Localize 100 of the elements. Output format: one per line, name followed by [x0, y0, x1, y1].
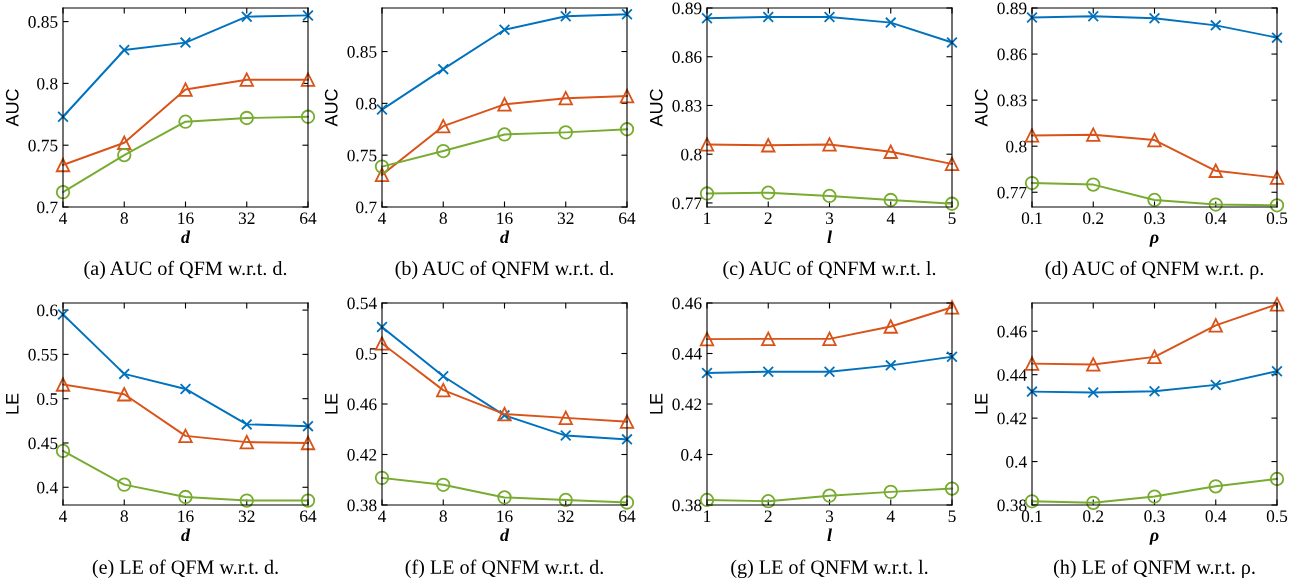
point — [944, 300, 960, 315]
point — [1086, 127, 1101, 142]
point — [699, 331, 715, 347]
point — [1087, 386, 1100, 399]
point — [376, 321, 388, 333]
point — [822, 137, 837, 152]
text: (f) LE of QNFM w.r.t. d. — [405, 559, 603, 579]
y-tick-label: 0.44 — [997, 369, 1027, 381]
text: (d) AUC of QNFM w.r.t. ρ. — [1045, 260, 1263, 280]
y-tick-label: 0.42 — [672, 398, 702, 411]
x-tick-label: 3 — [825, 510, 834, 523]
x-tick-label: 0.4 — [1205, 212, 1227, 225]
point — [436, 477, 451, 492]
y-tick-label: 0.75 — [28, 139, 58, 152]
point — [436, 119, 451, 134]
point — [944, 156, 960, 172]
y-axis-title: AUC — [5, 89, 19, 127]
x-tick-label: 32 — [238, 510, 255, 523]
point — [1147, 349, 1162, 365]
point — [497, 490, 512, 505]
point — [762, 11, 775, 23]
text: (b) AUC of QNFM w.r.t. d. — [395, 260, 614, 280]
point — [619, 122, 635, 137]
text: (g) LE of QNFM w.r.t. l. — [731, 559, 928, 579]
point — [701, 12, 713, 25]
point — [55, 185, 71, 200]
y-tick-label: 0.8 — [681, 148, 702, 161]
point — [1209, 19, 1222, 32]
y-tick-label: 0.5 — [37, 393, 58, 405]
y-tick-label: 0.42 — [997, 412, 1027, 425]
point — [559, 10, 572, 23]
point — [240, 10, 253, 23]
y-axis-title: LE — [650, 393, 663, 414]
point — [1026, 385, 1038, 398]
text: (e) LE of QFM w.r.t. d. — [92, 559, 278, 579]
point — [1026, 11, 1038, 24]
x-tick-label: 5 — [948, 212, 956, 225]
point — [884, 16, 897, 29]
x-tick-label: 0.3 — [1144, 212, 1165, 225]
point — [436, 382, 451, 398]
x-tick-label: 4 — [378, 212, 387, 224]
x-tick-label: 8 — [120, 510, 128, 523]
point — [1087, 10, 1100, 23]
point — [1148, 12, 1161, 25]
point — [497, 97, 512, 112]
point — [1086, 177, 1101, 192]
point — [57, 111, 69, 123]
y-tick-label: 0.42 — [347, 448, 377, 461]
point — [822, 331, 837, 347]
y-tick-label: 0.8 — [356, 97, 377, 110]
x-axis-title: d — [500, 528, 510, 542]
y-tick-label: 0.38 — [997, 499, 1027, 512]
x-tick-label: 8 — [439, 510, 447, 523]
y-axis-title: LE — [325, 393, 338, 414]
x-tick-label: 64 — [619, 212, 636, 225]
point — [437, 370, 450, 382]
x-tick-label: 0.5 — [1266, 510, 1288, 523]
point — [179, 36, 192, 49]
point — [822, 488, 837, 503]
point — [1269, 170, 1285, 185]
text: (c) AUC of QNFM w.r.t. l. — [723, 260, 936, 280]
y-tick-label: 0.89 — [997, 2, 1027, 15]
point — [240, 418, 253, 431]
point — [823, 11, 836, 23]
point — [761, 331, 776, 347]
point — [374, 470, 390, 486]
point — [117, 387, 132, 402]
y-tick-label: 0.7 — [356, 201, 377, 214]
point — [300, 493, 316, 508]
y-axis-title: AUC — [974, 89, 988, 127]
point — [621, 433, 633, 446]
x-axis-title: ρ — [1149, 532, 1159, 545]
point — [883, 484, 898, 500]
y-tick-label: 0.83 — [672, 99, 702, 112]
x-tick-label: 32 — [557, 510, 574, 523]
x-tick-label: 32 — [238, 212, 255, 225]
point — [239, 493, 254, 508]
point — [883, 319, 898, 334]
x-tick-label: 4 — [59, 510, 68, 522]
x-tick-label: 1 — [704, 212, 711, 224]
y-tick-label: 0.83 — [997, 94, 1027, 107]
y-tick-label: 0.8 — [1006, 140, 1027, 153]
x-tick-label: 5 — [948, 510, 956, 523]
point — [761, 185, 776, 200]
point — [55, 377, 71, 392]
y-tick-label: 0.45 — [28, 437, 58, 450]
point — [178, 114, 193, 129]
point — [701, 367, 713, 379]
point — [883, 144, 898, 159]
x-tick-label: 0.3 — [1144, 510, 1165, 523]
point — [823, 365, 836, 378]
x-tick-label: 4 — [378, 510, 387, 522]
point — [946, 36, 958, 49]
x-tick-label: 4 — [886, 212, 895, 224]
x-tick-label: 2 — [764, 510, 772, 522]
x-tick-label: 1 — [704, 510, 711, 522]
point — [1086, 495, 1101, 510]
point — [558, 492, 573, 508]
point — [55, 157, 71, 173]
text: (h) LE of QNFM w.r.t. ρ. — [1053, 559, 1255, 579]
